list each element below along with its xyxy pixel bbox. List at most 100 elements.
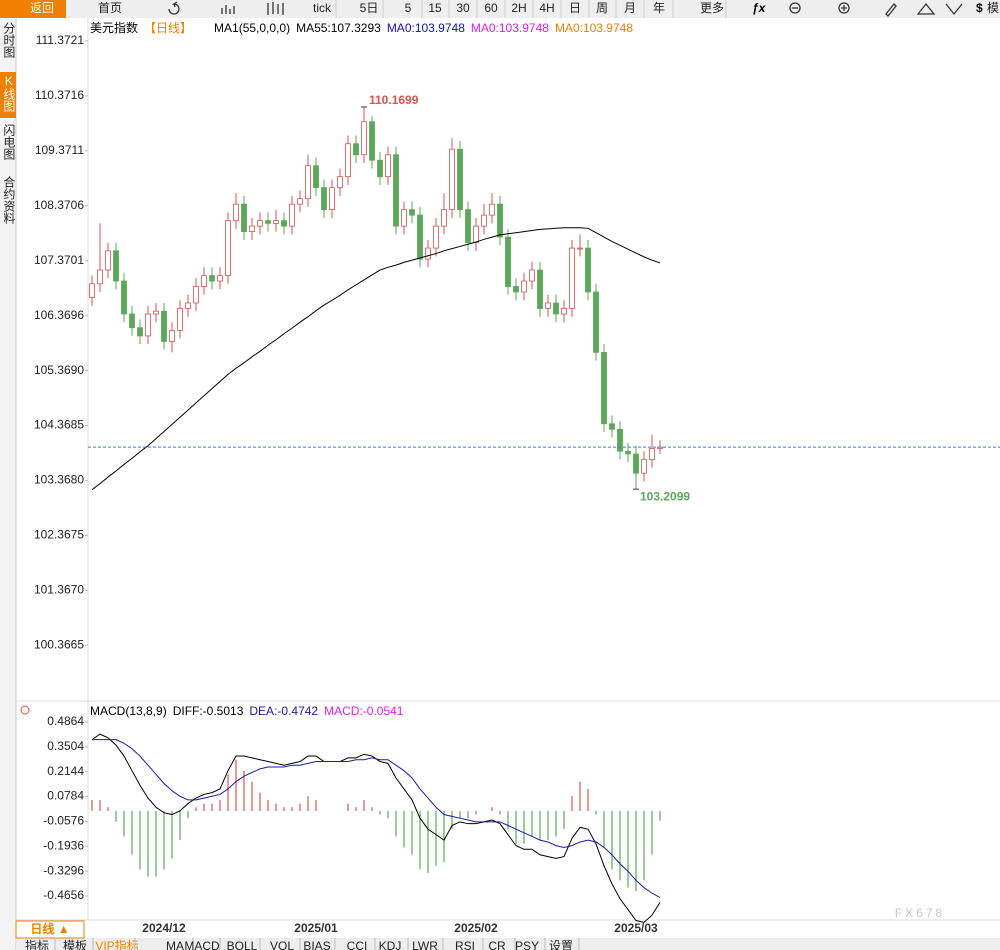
period-button[interactable]: 日线 ▲	[30, 921, 69, 936]
toolbar-item[interactable]: 30	[456, 1, 470, 15]
toolbar-item[interactable]: 4H	[539, 1, 554, 15]
candle-body	[393, 154, 399, 227]
indicator-tab[interactable]: PSY	[515, 939, 539, 950]
indicator-tab[interactable]: 设置	[549, 939, 573, 950]
indicator-tab[interactable]: MACD	[184, 939, 220, 950]
candle-body	[225, 220, 231, 276]
candle-body	[361, 121, 367, 156]
toolbar-item[interactable]: 5	[405, 1, 412, 15]
candle-body	[265, 220, 271, 224]
indicator-tab[interactable]: CR	[488, 939, 506, 950]
indicator-tab[interactable]: MA	[166, 939, 184, 950]
pen-icon[interactable]	[885, 3, 897, 17]
sidebar-item[interactable]: 闪电图	[2, 124, 16, 160]
toolbar-item[interactable]: 月	[624, 1, 636, 15]
candle-body	[121, 280, 127, 315]
sidebar-item[interactable]: 分时图	[2, 22, 16, 58]
candle-body	[409, 209, 415, 216]
candle-body	[241, 203, 247, 233]
y-tick-label: -0.3296	[43, 863, 84, 877]
legend-item: 美元指数	[90, 20, 138, 35]
candle-body	[593, 291, 599, 353]
candle-body	[129, 313, 135, 329]
toolbar-item[interactable]: 5日	[360, 1, 379, 15]
y-tick-label: 106.3696	[34, 308, 84, 322]
indicator-tab[interactable]: LWR	[412, 939, 438, 950]
zoom-in-icon[interactable]	[838, 2, 850, 14]
candle-icon[interactable]	[267, 2, 284, 15]
candle-body	[105, 250, 111, 271]
indicator-tab[interactable]: RSI	[455, 939, 475, 950]
bars-icon[interactable]	[221, 5, 235, 14]
candle-body	[273, 220, 279, 224]
toolbar-item[interactable]: 60	[484, 1, 498, 15]
tab-bar	[16, 938, 1000, 950]
zoom-out-icon[interactable]	[789, 2, 801, 14]
indicator-tab[interactable]: CCI	[347, 939, 368, 950]
toolbar-item[interactable]: 年	[653, 1, 665, 15]
candle-body	[633, 453, 639, 474]
macd-line	[91, 733, 661, 923]
toolbar-item[interactable]: tick	[313, 1, 332, 15]
indicator-tab[interactable]: BIAS	[303, 939, 330, 950]
legend-item: DEA:-0.4742	[249, 704, 318, 718]
toolbar-item[interactable]: 首页	[98, 1, 122, 15]
y-tick-label: -0.4656	[43, 888, 84, 902]
min-label: 103.2099	[640, 489, 690, 503]
candle-body	[177, 308, 183, 331]
candle-body	[97, 269, 103, 285]
legend-item: 【日线】	[144, 21, 192, 35]
candle-body	[489, 203, 495, 216]
indicator-tab[interactable]: KDJ	[379, 939, 402, 950]
indicator-tab[interactable]: 指标	[25, 938, 49, 950]
refresh-icon[interactable]	[168, 1, 180, 15]
candle-body	[425, 247, 431, 260]
toolbar-item[interactable]: 模	[987, 1, 999, 15]
settings-icon[interactable]	[20, 705, 30, 715]
indicator-tab[interactable]: 模板	[63, 939, 87, 950]
indicator-tab[interactable]: BOLL	[227, 939, 258, 950]
candle-body	[289, 203, 295, 227]
sidebar-item[interactable]: 合约资料	[2, 175, 16, 224]
x-tick-label: 2024/12	[142, 921, 186, 935]
shape-icons[interactable]	[916, 2, 963, 16]
dollar-icon[interactable]: $	[976, 1, 983, 15]
candle-body	[529, 269, 535, 282]
indicator-tab[interactable]: VIP指标	[95, 938, 138, 950]
candle-body	[641, 459, 647, 474]
watermark: FX678	[895, 906, 945, 920]
candle-body	[297, 198, 303, 205]
toolbar-item[interactable]: 2H	[511, 1, 526, 15]
toolbar-item[interactable]: 更多	[700, 1, 724, 15]
candle-body	[217, 275, 223, 282]
candle-body	[201, 275, 207, 287]
candle-body	[545, 302, 551, 309]
candle-body	[553, 302, 559, 315]
candle-body	[281, 220, 287, 227]
y-tick-label: 109.3711	[35, 143, 84, 157]
back-button[interactable]	[0, 0, 66, 18]
fx-icon[interactable]: ƒx	[752, 1, 767, 15]
toolbar-item[interactable]: 日	[569, 1, 581, 15]
candle-body	[649, 448, 655, 460]
indicator-tab[interactable]: VOL	[270, 939, 294, 950]
x-tick-label: 2025/03	[614, 921, 658, 935]
toolbar-item[interactable]: 15	[428, 1, 442, 15]
sidebar-active	[0, 72, 16, 118]
x-tick-label: 2025/02	[454, 921, 498, 935]
candle-body	[113, 250, 119, 282]
y-tick-label: 111.3721	[36, 33, 85, 47]
toolbar-item[interactable]: 返回	[30, 1, 54, 15]
y-tick-label: 0.4864	[47, 714, 84, 728]
zoom-signs	[792, 5, 847, 11]
candle-body	[377, 159, 383, 178]
legend-item: MA0:103.9748	[555, 21, 633, 35]
candle-body	[305, 165, 311, 200]
toolbar-item[interactable]: 周	[596, 1, 608, 15]
period-button-box[interactable]	[15, 920, 85, 939]
legend-item: MA55:107.3293	[296, 21, 381, 35]
candle-body	[601, 352, 607, 425]
sidebar-item[interactable]: K线图	[2, 74, 16, 112]
